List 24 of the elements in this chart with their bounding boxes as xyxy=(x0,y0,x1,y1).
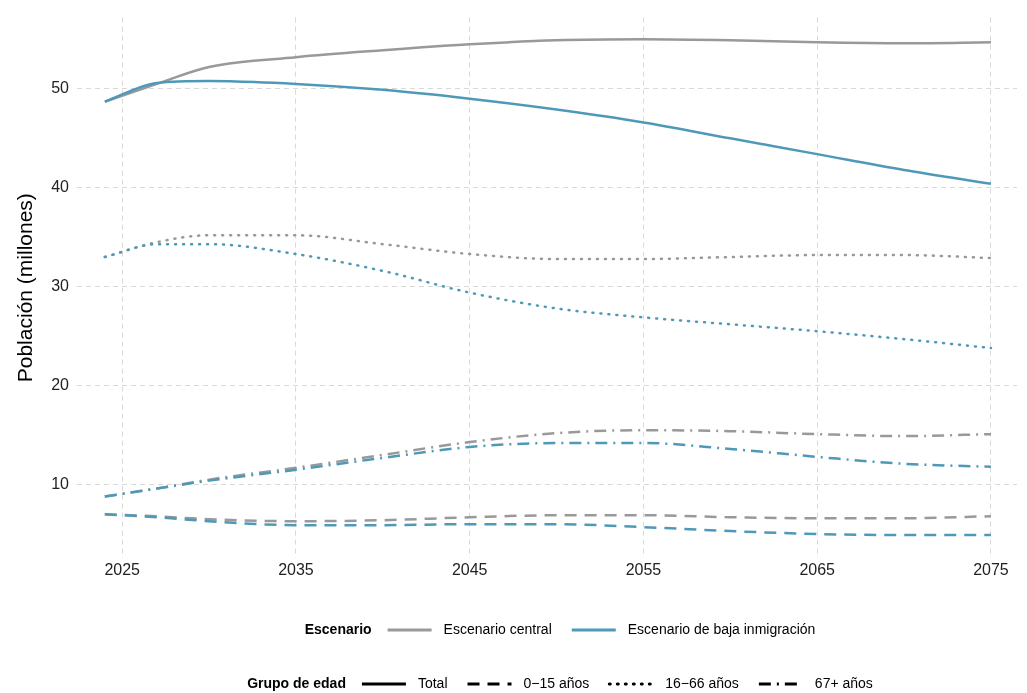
legend-label: Escenario de baja inmigración xyxy=(627,620,816,637)
line-series xyxy=(103,79,993,186)
y-tick-label: 10 xyxy=(51,474,70,492)
x-tick-label: 2065 xyxy=(799,560,836,578)
x-tick-label: 2045 xyxy=(451,560,488,578)
y-tick-label: 20 xyxy=(51,376,70,394)
legend-label: Total xyxy=(417,674,448,691)
legend-label: 67+ años xyxy=(814,674,873,691)
y-tick-label: 40 xyxy=(51,178,70,196)
line-series xyxy=(103,242,993,350)
x-tick-label: 2055 xyxy=(625,560,662,578)
x-tick-label: 2075 xyxy=(973,560,1009,578)
legend-label: 0−15 años xyxy=(523,674,590,691)
y-tick-label: 30 xyxy=(51,277,70,295)
legend-label: 16−66 años xyxy=(665,674,739,691)
y-axis-title: Población (millones) xyxy=(13,193,37,383)
line-series xyxy=(103,513,993,537)
x-tick-label: 2025 xyxy=(104,560,141,578)
y-tick-label: 50 xyxy=(51,79,70,97)
text: Escenario xyxy=(304,620,372,637)
line-series xyxy=(103,441,993,498)
x-tick-label: 2035 xyxy=(278,560,314,578)
text: Grupo de edad xyxy=(247,674,346,691)
legend-label: Escenario central xyxy=(443,620,552,637)
